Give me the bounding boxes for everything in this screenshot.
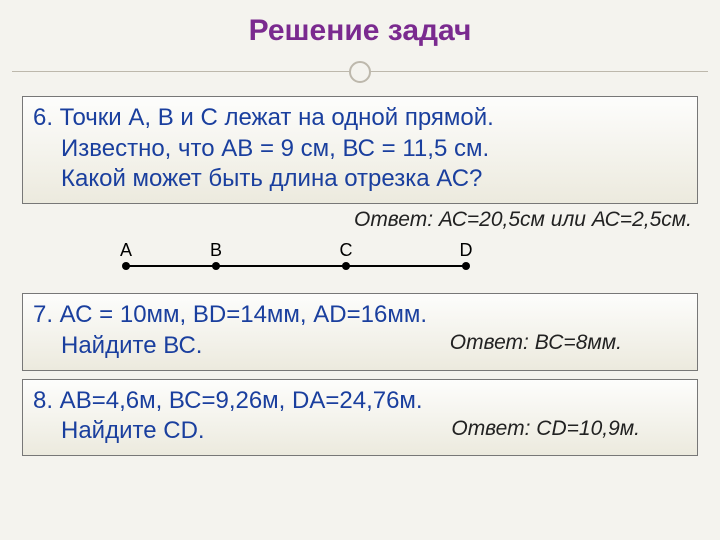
problem-6-line-2: Известно, что АВ = 9 см, ВС = 11,5 см. xyxy=(33,134,687,165)
svg-text:C: C xyxy=(340,240,353,260)
svg-text:A: A xyxy=(120,240,132,260)
content-area: 6. Точки А, В и С лежат на одной прямой.… xyxy=(0,96,720,456)
title-divider xyxy=(0,58,720,86)
segment-diagram: A B C D xyxy=(22,234,698,293)
page-title: Решение задач xyxy=(0,0,720,58)
problem-6-line-1: 6. Точки А, В и С лежат на одной прямой. xyxy=(33,103,687,134)
problem-6-box: 6. Точки А, В и С лежат на одной прямой.… xyxy=(22,96,698,204)
svg-text:D: D xyxy=(460,240,473,260)
problem-7-line-1: 7. АС = 10мм, ВD=14мм, АD=16мм. xyxy=(33,300,687,331)
problem-8-answer: Ответ: СD=10,9м. xyxy=(451,417,640,441)
svg-text:B: B xyxy=(210,240,222,260)
problem-6-line-3: Какой может быть длина отрезка АС? xyxy=(33,164,687,195)
problem-8-line-1: 8. АВ=4,6м, ВС=9,26м, DА=24,76м. xyxy=(33,386,687,417)
problem-7-answer: Ответ: ВС=8мм. xyxy=(450,331,622,355)
problem-6-answer: Ответ: АС=20,5см или АС=2,5см. xyxy=(22,204,698,234)
